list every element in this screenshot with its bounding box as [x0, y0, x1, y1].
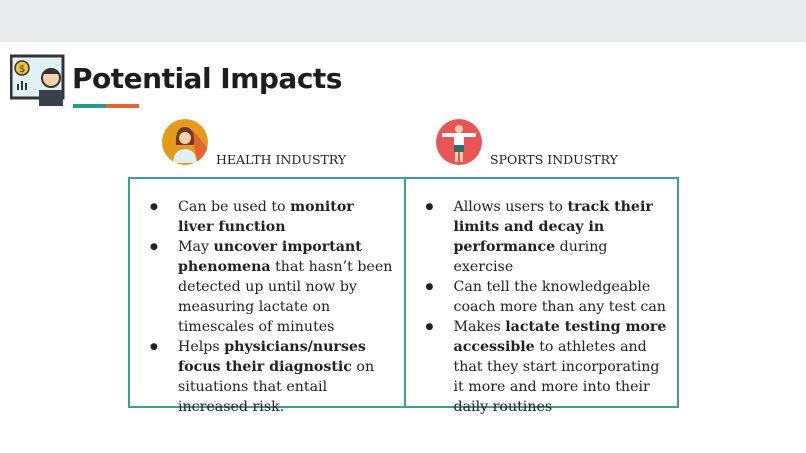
text: to athletes and that they start incorpor… [453, 339, 660, 415]
text: Helps [178, 339, 225, 355]
text: May [178, 239, 214, 255]
doctor-avatar-icon [162, 119, 208, 165]
bold-text: lactate testing more accessible [453, 319, 667, 355]
bold-text: track their limits and decay in performa… [453, 199, 653, 255]
bullet-item: May uncover important phenomena that has… [148, 237, 394, 337]
text: during exercise [453, 239, 608, 275]
health-industry-header: HEALTH INDUSTRY [216, 152, 347, 167]
sports-column: Allows users to track their limits and d… [403, 179, 678, 415]
athlete-avatar-icon [436, 119, 482, 165]
bold-text: physicians/nurses focus their diagnostic [178, 339, 366, 375]
bold-text: uncover important phenomena [178, 239, 362, 275]
sports-industry-header: SPORTS INDUSTRY [490, 152, 618, 167]
top-bar [0, 0, 806, 42]
bullet-item: Can be used to monitor liver function [148, 197, 394, 237]
text: Makes [453, 319, 506, 335]
impacts-table: Can be used to monitor liver functionMay… [128, 177, 679, 415]
presentation-board-icon: $ [10, 54, 65, 106]
text: that hasn’t been detected up until now b… [178, 259, 393, 335]
bullet-item: Helps physicians/nurses focus their diag… [148, 337, 394, 417]
title-underline [73, 104, 139, 108]
bold-text: monitor liver function [178, 199, 354, 235]
text: Can tell the knowledgeable coach more th… [453, 279, 666, 315]
bullet-item: Can tell the knowledgeable coach more th… [424, 277, 668, 317]
svg-text:$: $ [19, 64, 25, 75]
text: Can be used to [178, 199, 291, 215]
bullet-item: Allows users to track their limits and d… [424, 197, 668, 277]
page-title: Potential Impacts [72, 62, 342, 95]
text: on situations that entail increased risk… [178, 359, 375, 415]
health-column: Can be used to monitor liver functionMay… [130, 179, 404, 415]
text: Allows users to [453, 199, 568, 215]
bullet-item: Makes lactate testing more accessible to… [424, 317, 668, 417]
